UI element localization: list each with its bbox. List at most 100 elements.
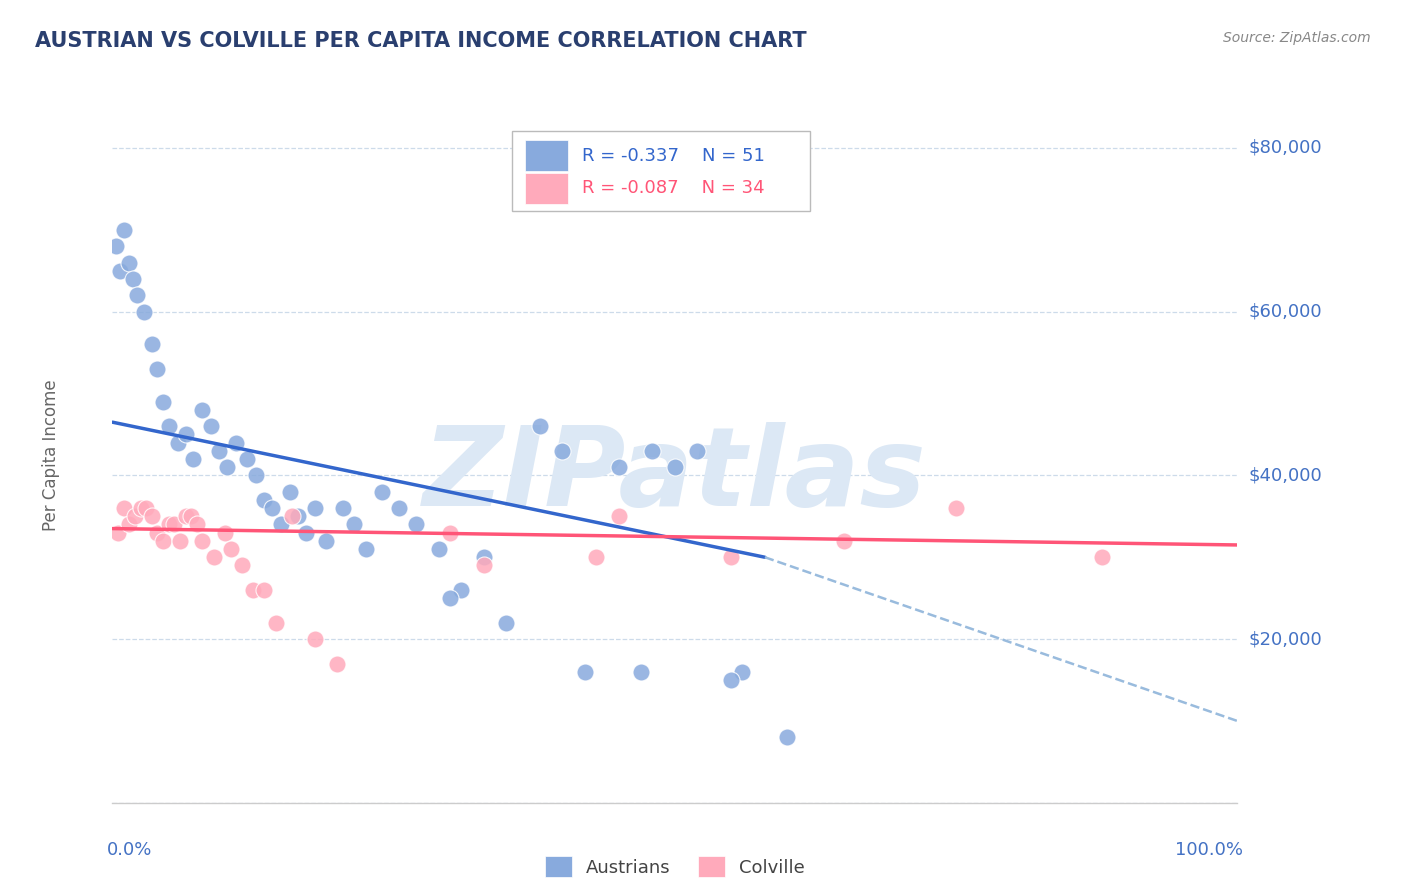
Text: $80,000: $80,000 (1249, 139, 1322, 157)
Legend: Austrians, Colville: Austrians, Colville (537, 849, 813, 884)
Point (472, 550, 495, 565)
Point (183, 452, 205, 467)
Point (157, 517, 180, 532)
Point (245, 468, 267, 483)
Point (110, 264, 132, 278)
Text: R = -0.087    N = 34: R = -0.087 N = 34 (582, 179, 763, 197)
Point (664, 460, 686, 475)
FancyBboxPatch shape (526, 173, 568, 204)
Point (720, 550, 742, 565)
Point (186, 517, 208, 532)
Point (118, 255, 141, 269)
Point (219, 542, 242, 557)
Point (146, 525, 169, 540)
Text: $20,000: $20,000 (1249, 630, 1322, 648)
Point (731, 665, 754, 679)
Point (163, 517, 186, 532)
Point (630, 665, 652, 679)
Text: Per Capita Income: Per Capita Income (42, 379, 59, 531)
Point (166, 435, 188, 450)
Point (326, 657, 349, 671)
Point (551, 443, 574, 458)
Point (304, 501, 326, 516)
Point (127, 288, 149, 302)
Point (141, 509, 163, 524)
Point (253, 582, 276, 597)
Point (371, 484, 394, 499)
Point (157, 419, 180, 434)
Point (427, 542, 450, 557)
Point (472, 558, 495, 573)
Point (191, 533, 214, 548)
Point (720, 673, 742, 687)
Point (112, 501, 135, 516)
Point (405, 517, 427, 532)
Point (129, 501, 152, 516)
Point (529, 419, 551, 434)
Point (202, 550, 225, 565)
Point (253, 492, 276, 507)
Point (152, 533, 174, 548)
Point (208, 443, 231, 458)
Point (574, 665, 596, 679)
Point (832, 533, 855, 548)
Point (295, 525, 318, 540)
Point (121, 272, 143, 286)
Point (169, 533, 191, 548)
Point (231, 558, 253, 573)
Point (112, 223, 135, 237)
Point (242, 582, 264, 597)
Text: 100.0%: 100.0% (1175, 841, 1243, 859)
Point (641, 443, 664, 458)
Point (281, 509, 304, 524)
Point (180, 509, 202, 524)
Point (118, 517, 141, 532)
Point (1091, 550, 1114, 565)
FancyBboxPatch shape (512, 131, 810, 211)
Point (354, 542, 377, 557)
Point (315, 533, 337, 548)
Point (607, 460, 630, 475)
Point (104, 239, 127, 253)
Point (174, 509, 197, 524)
Point (945, 501, 967, 516)
Point (225, 435, 247, 450)
Point (686, 443, 709, 458)
Point (262, 501, 284, 516)
Text: ZIPatlas: ZIPatlas (423, 422, 927, 529)
Point (174, 427, 197, 442)
Point (287, 509, 309, 524)
Point (343, 517, 366, 532)
Point (439, 525, 461, 540)
Text: Source: ZipAtlas.com: Source: ZipAtlas.com (1223, 31, 1371, 45)
Point (132, 304, 155, 318)
Point (607, 509, 630, 524)
Point (217, 460, 239, 475)
Point (439, 591, 461, 606)
Point (135, 501, 157, 516)
Point (776, 731, 799, 745)
Text: AUSTRIAN VS COLVILLE PER CAPITA INCOME CORRELATION CHART: AUSTRIAN VS COLVILLE PER CAPITA INCOME C… (35, 31, 807, 51)
Point (585, 550, 607, 565)
Point (146, 362, 169, 376)
Point (304, 632, 326, 646)
Point (214, 525, 236, 540)
Text: 0.0%: 0.0% (107, 841, 152, 859)
Point (152, 394, 174, 409)
Text: $40,000: $40,000 (1249, 467, 1322, 484)
Point (450, 582, 472, 597)
Point (332, 501, 354, 516)
Point (107, 525, 129, 540)
Point (200, 419, 222, 434)
Point (388, 501, 411, 516)
Point (191, 403, 214, 417)
Point (141, 337, 163, 351)
Point (124, 509, 146, 524)
Point (495, 615, 517, 630)
Text: R = -0.337    N = 51: R = -0.337 N = 51 (582, 147, 765, 165)
Point (264, 615, 287, 630)
Point (278, 484, 301, 499)
Point (270, 517, 292, 532)
FancyBboxPatch shape (526, 140, 568, 171)
Point (236, 452, 259, 467)
